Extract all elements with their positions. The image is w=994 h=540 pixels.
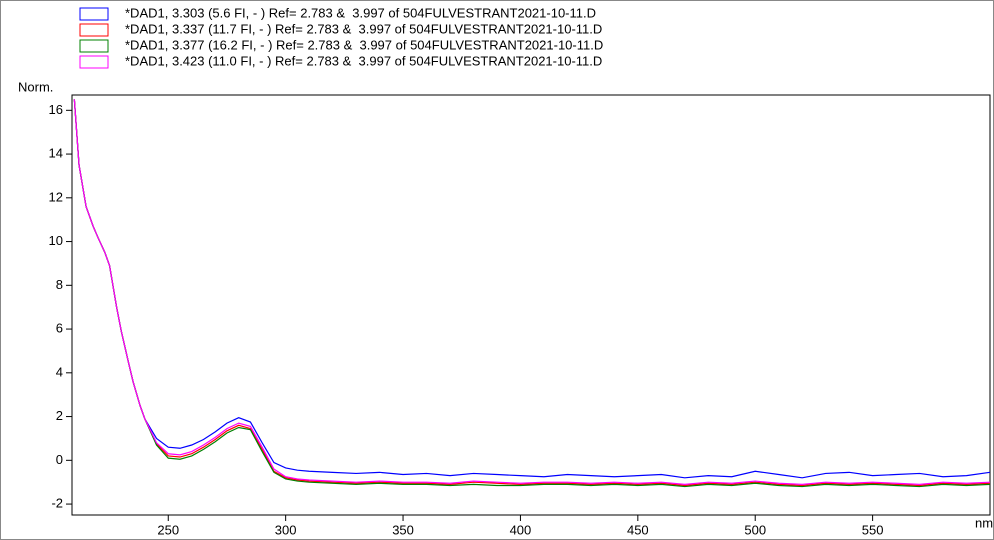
series-line [73, 99, 991, 479]
y-tick-label: 12 [49, 189, 63, 204]
legend-text: *DAD1, 3.423 (11.0 FI, - ) Ref= 2.783 & … [125, 53, 602, 68]
x-tick-label: 250 [157, 522, 179, 537]
legend-swatch [79, 55, 109, 69]
legend-swatch [79, 23, 109, 37]
y-tick-label: 14 [49, 146, 63, 161]
y-tick-label: 8 [56, 277, 63, 292]
y-tick-label: 16 [49, 102, 63, 117]
plot-frame [71, 94, 991, 516]
legend-swatch [79, 39, 109, 53]
y-tick-label: 10 [49, 233, 63, 248]
x-axis-label: nm [975, 515, 993, 530]
x-tick-label: 350 [392, 522, 414, 537]
series-line [73, 99, 991, 488]
series-line [73, 99, 991, 485]
y-tick-label: 2 [56, 408, 63, 423]
x-tick-label: 550 [862, 522, 884, 537]
legend-text: *DAD1, 3.303 (5.6 FI, - ) Ref= 2.783 & 3… [125, 5, 596, 20]
legend-text: *DAD1, 3.377 (16.2 FI, - ) Ref= 2.783 & … [125, 37, 603, 52]
x-tick-label: 450 [627, 522, 649, 537]
legend-text: *DAD1, 3.337 (11.7 FI, - ) Ref= 2.783 & … [125, 21, 602, 36]
y-tick-label: 4 [56, 364, 63, 379]
y-axis-label: Norm. [18, 79, 53, 94]
y-tick-label: 0 [56, 452, 63, 467]
x-tick-label: 300 [275, 522, 297, 537]
x-tick-label: 500 [744, 522, 766, 537]
series-line [73, 99, 991, 487]
y-tick-label: 6 [56, 321, 63, 336]
y-tick-label: -2 [51, 496, 63, 511]
x-tick-label: 400 [510, 522, 532, 537]
legend-swatch [79, 7, 109, 21]
